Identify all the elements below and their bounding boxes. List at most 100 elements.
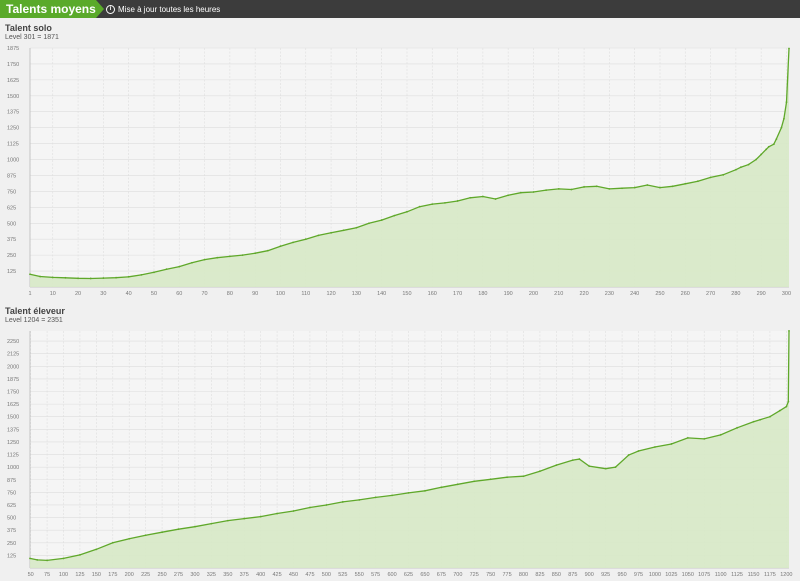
data-point — [783, 117, 785, 120]
x-tick-label: 850 — [552, 572, 561, 578]
data-point — [722, 173, 725, 176]
x-tick-label: 80 — [227, 291, 233, 297]
x-tick-label: 1000 — [649, 572, 661, 578]
data-point — [637, 450, 640, 452]
data-point — [210, 522, 213, 525]
data-point — [95, 548, 98, 551]
y-tick-label: 1625 — [7, 78, 19, 84]
x-tick-label: 525 — [338, 572, 347, 578]
data-point — [64, 276, 67, 279]
data-point — [111, 541, 114, 544]
data-point — [608, 187, 611, 190]
data-point — [304, 238, 307, 241]
data-point — [734, 168, 737, 171]
data-point — [203, 258, 206, 261]
x-tick-label: 625 — [404, 572, 413, 578]
x-tick-label: 325 — [207, 572, 216, 578]
x-tick-label: 20 — [75, 291, 81, 297]
x-tick-label: 975 — [634, 572, 643, 578]
data-point — [115, 276, 117, 279]
data-point — [79, 553, 81, 556]
data-point — [752, 420, 755, 423]
data-point — [621, 187, 623, 190]
data-point — [341, 501, 344, 503]
data-point — [29, 273, 31, 276]
y-tick-label: 1000 — [7, 158, 19, 164]
data-point — [342, 229, 345, 232]
chart-1-title: Talent solo — [5, 23, 52, 33]
x-tick-label: 170 — [453, 291, 462, 297]
data-point — [772, 143, 775, 146]
data-point — [775, 138, 778, 141]
data-point — [545, 189, 548, 192]
data-point — [393, 214, 396, 217]
y-tick-label: 500 — [7, 516, 16, 522]
data-point — [555, 464, 558, 467]
y-tick-label: 1375 — [7, 110, 19, 116]
x-tick-label: 375 — [240, 572, 249, 578]
data-point — [153, 271, 155, 274]
data-point — [259, 515, 262, 518]
y-tick-label: 875 — [7, 173, 16, 179]
data-point — [633, 186, 636, 189]
data-point — [767, 145, 770, 148]
data-point — [194, 525, 196, 528]
x-tick-label: 150 — [402, 291, 411, 297]
y-tick-label: 375 — [7, 528, 16, 534]
x-tick-label: 40 — [126, 291, 132, 297]
page-title: Talents moyens — [6, 2, 96, 16]
data-point — [684, 182, 687, 185]
data-point — [780, 126, 783, 129]
data-point — [380, 219, 383, 221]
x-tick-label: 75 — [44, 572, 50, 578]
data-point — [506, 476, 508, 479]
data-point — [266, 249, 269, 252]
data-point — [62, 557, 65, 560]
y-tick-label: 1125 — [7, 142, 19, 148]
x-tick-label: 120 — [326, 291, 335, 297]
data-point — [747, 163, 750, 166]
data-point — [178, 265, 181, 268]
data-point — [686, 437, 689, 439]
data-point — [140, 273, 143, 276]
data-point — [659, 186, 661, 189]
data-point — [532, 191, 535, 193]
data-point — [785, 405, 788, 408]
data-point — [440, 486, 443, 489]
y-tick-label: 1000 — [7, 465, 19, 471]
data-point — [424, 489, 426, 492]
data-point — [557, 187, 560, 190]
data-point — [571, 459, 574, 461]
y-tick-label: 1625 — [7, 402, 19, 408]
data-point — [507, 194, 510, 197]
x-tick-label: 180 — [478, 291, 487, 297]
data-point — [494, 198, 497, 200]
data-point — [279, 245, 282, 248]
x-tick-label: 875 — [568, 572, 577, 578]
data-point — [39, 275, 42, 278]
data-point — [128, 537, 131, 540]
x-tick-label: 1050 — [682, 572, 694, 578]
x-tick-label: 800 — [519, 572, 528, 578]
data-point — [228, 255, 231, 258]
data-point — [276, 512, 278, 515]
y-tick-label: 625 — [7, 205, 16, 211]
x-tick-label: 1125 — [731, 572, 743, 578]
x-tick-label: 575 — [371, 572, 380, 578]
tab-talents-moyens[interactable]: Talents moyens — [0, 0, 104, 18]
data-point — [391, 494, 393, 497]
data-point — [431, 203, 434, 206]
data-point — [759, 418, 761, 421]
x-tick-label: 30 — [100, 291, 106, 297]
data-point — [102, 277, 105, 279]
x-tick-label: 1025 — [665, 572, 677, 578]
x-tick-label: 1150 — [748, 572, 760, 578]
y-tick-label: 2250 — [7, 339, 19, 345]
data-point — [161, 531, 163, 534]
data-point — [595, 185, 598, 188]
x-tick-label: 775 — [502, 572, 511, 578]
data-point — [330, 231, 332, 234]
data-point — [787, 400, 790, 403]
x-tick-label: 70 — [202, 291, 208, 297]
x-tick-label: 550 — [355, 572, 364, 578]
